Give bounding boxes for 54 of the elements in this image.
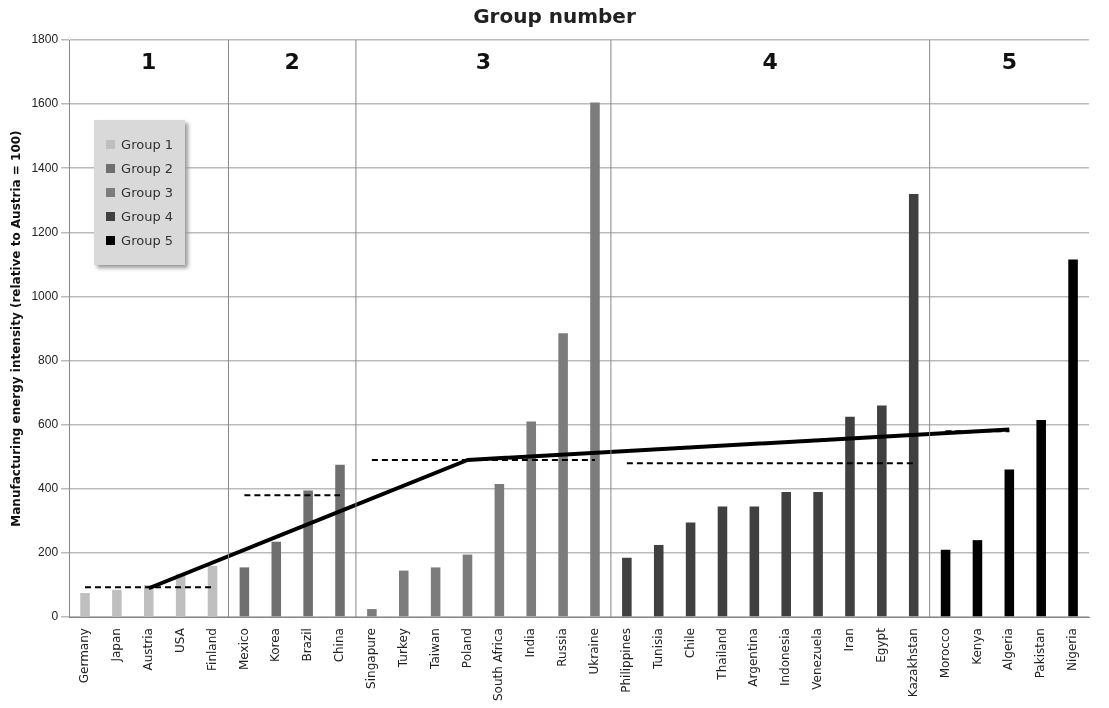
x-tick-label: USA [172,627,187,653]
x-tick-label: Germany [77,628,92,684]
x-tick-label: Pakistan [1033,628,1048,679]
x-tick-label: Tunisia [650,628,665,671]
x-tick-label: South Africa [491,628,506,702]
y-tick-label: 200 [38,545,59,560]
annotation: 1 [141,48,157,74]
x-tick-label: Philippines [618,628,633,693]
annotation: 5 [1001,48,1017,74]
y-tick-label: 400 [38,481,59,496]
x-tick-label: Austria [140,628,155,671]
x-tick-label: Nigeria [1065,628,1080,672]
x-tick-label: Indonesia [778,628,793,687]
y-tick-label: 0 [51,609,59,624]
annotation: 4 [762,48,778,74]
chart-title: Group number [472,4,637,28]
x-tick-label: Ukraine [587,628,602,675]
x-tick-label: Venezuela [810,628,825,690]
x-tick-label: Brazil [300,628,315,662]
x-tick-label: Iran [842,628,857,652]
x-tick-label: Singapure [364,628,378,689]
x-tick-label: Chile [682,628,697,659]
y-tick-label: 1600 [31,96,59,111]
y-tick-label: 800 [38,352,59,367]
legend-label: Group 1 [121,137,174,152]
x-tick-label: Taiwan [427,628,442,670]
y-tick-label: 1000 [31,288,59,303]
y-tick-label: 1200 [31,224,59,239]
x-tick-label: Korea [268,628,283,663]
y-tick-label: 1400 [31,160,59,175]
legend-label: Group 2 [121,161,174,176]
x-tick-label: Morocco [937,628,952,679]
y-tick-label: 600 [38,417,59,432]
x-tick-label: India [523,628,538,658]
x-tick-label: Argentina [746,628,761,687]
x-tick-label: Kazakhstan [905,628,920,698]
x-tick-label: Poland [459,628,474,669]
x-tick-label: Mexico [236,628,251,670]
x-tick-label: Egypt [873,627,888,663]
annotation: 2 [284,48,300,74]
annotation: 3 [475,48,492,74]
y-axis-title: Manufacturing energy intensity (relative to Austria = 100) [9,130,24,527]
x-tick-label: Russia [555,628,570,667]
x-tick-label: Finland [204,628,219,671]
x-tick-label: China [332,628,347,663]
y-tick-label: 1800 [31,32,59,47]
legend-label: Group 3 [121,185,174,200]
x-tick-label: Kenya [969,628,984,665]
legend-label: Group 5 [121,233,174,248]
x-tick-label: Algeria [1001,628,1016,671]
x-tick-label: Turkey [395,628,410,669]
x-tick-label: Thailand [714,628,729,681]
legend-label: Group 4 [121,209,174,224]
x-tick-label: Japan [109,628,124,663]
